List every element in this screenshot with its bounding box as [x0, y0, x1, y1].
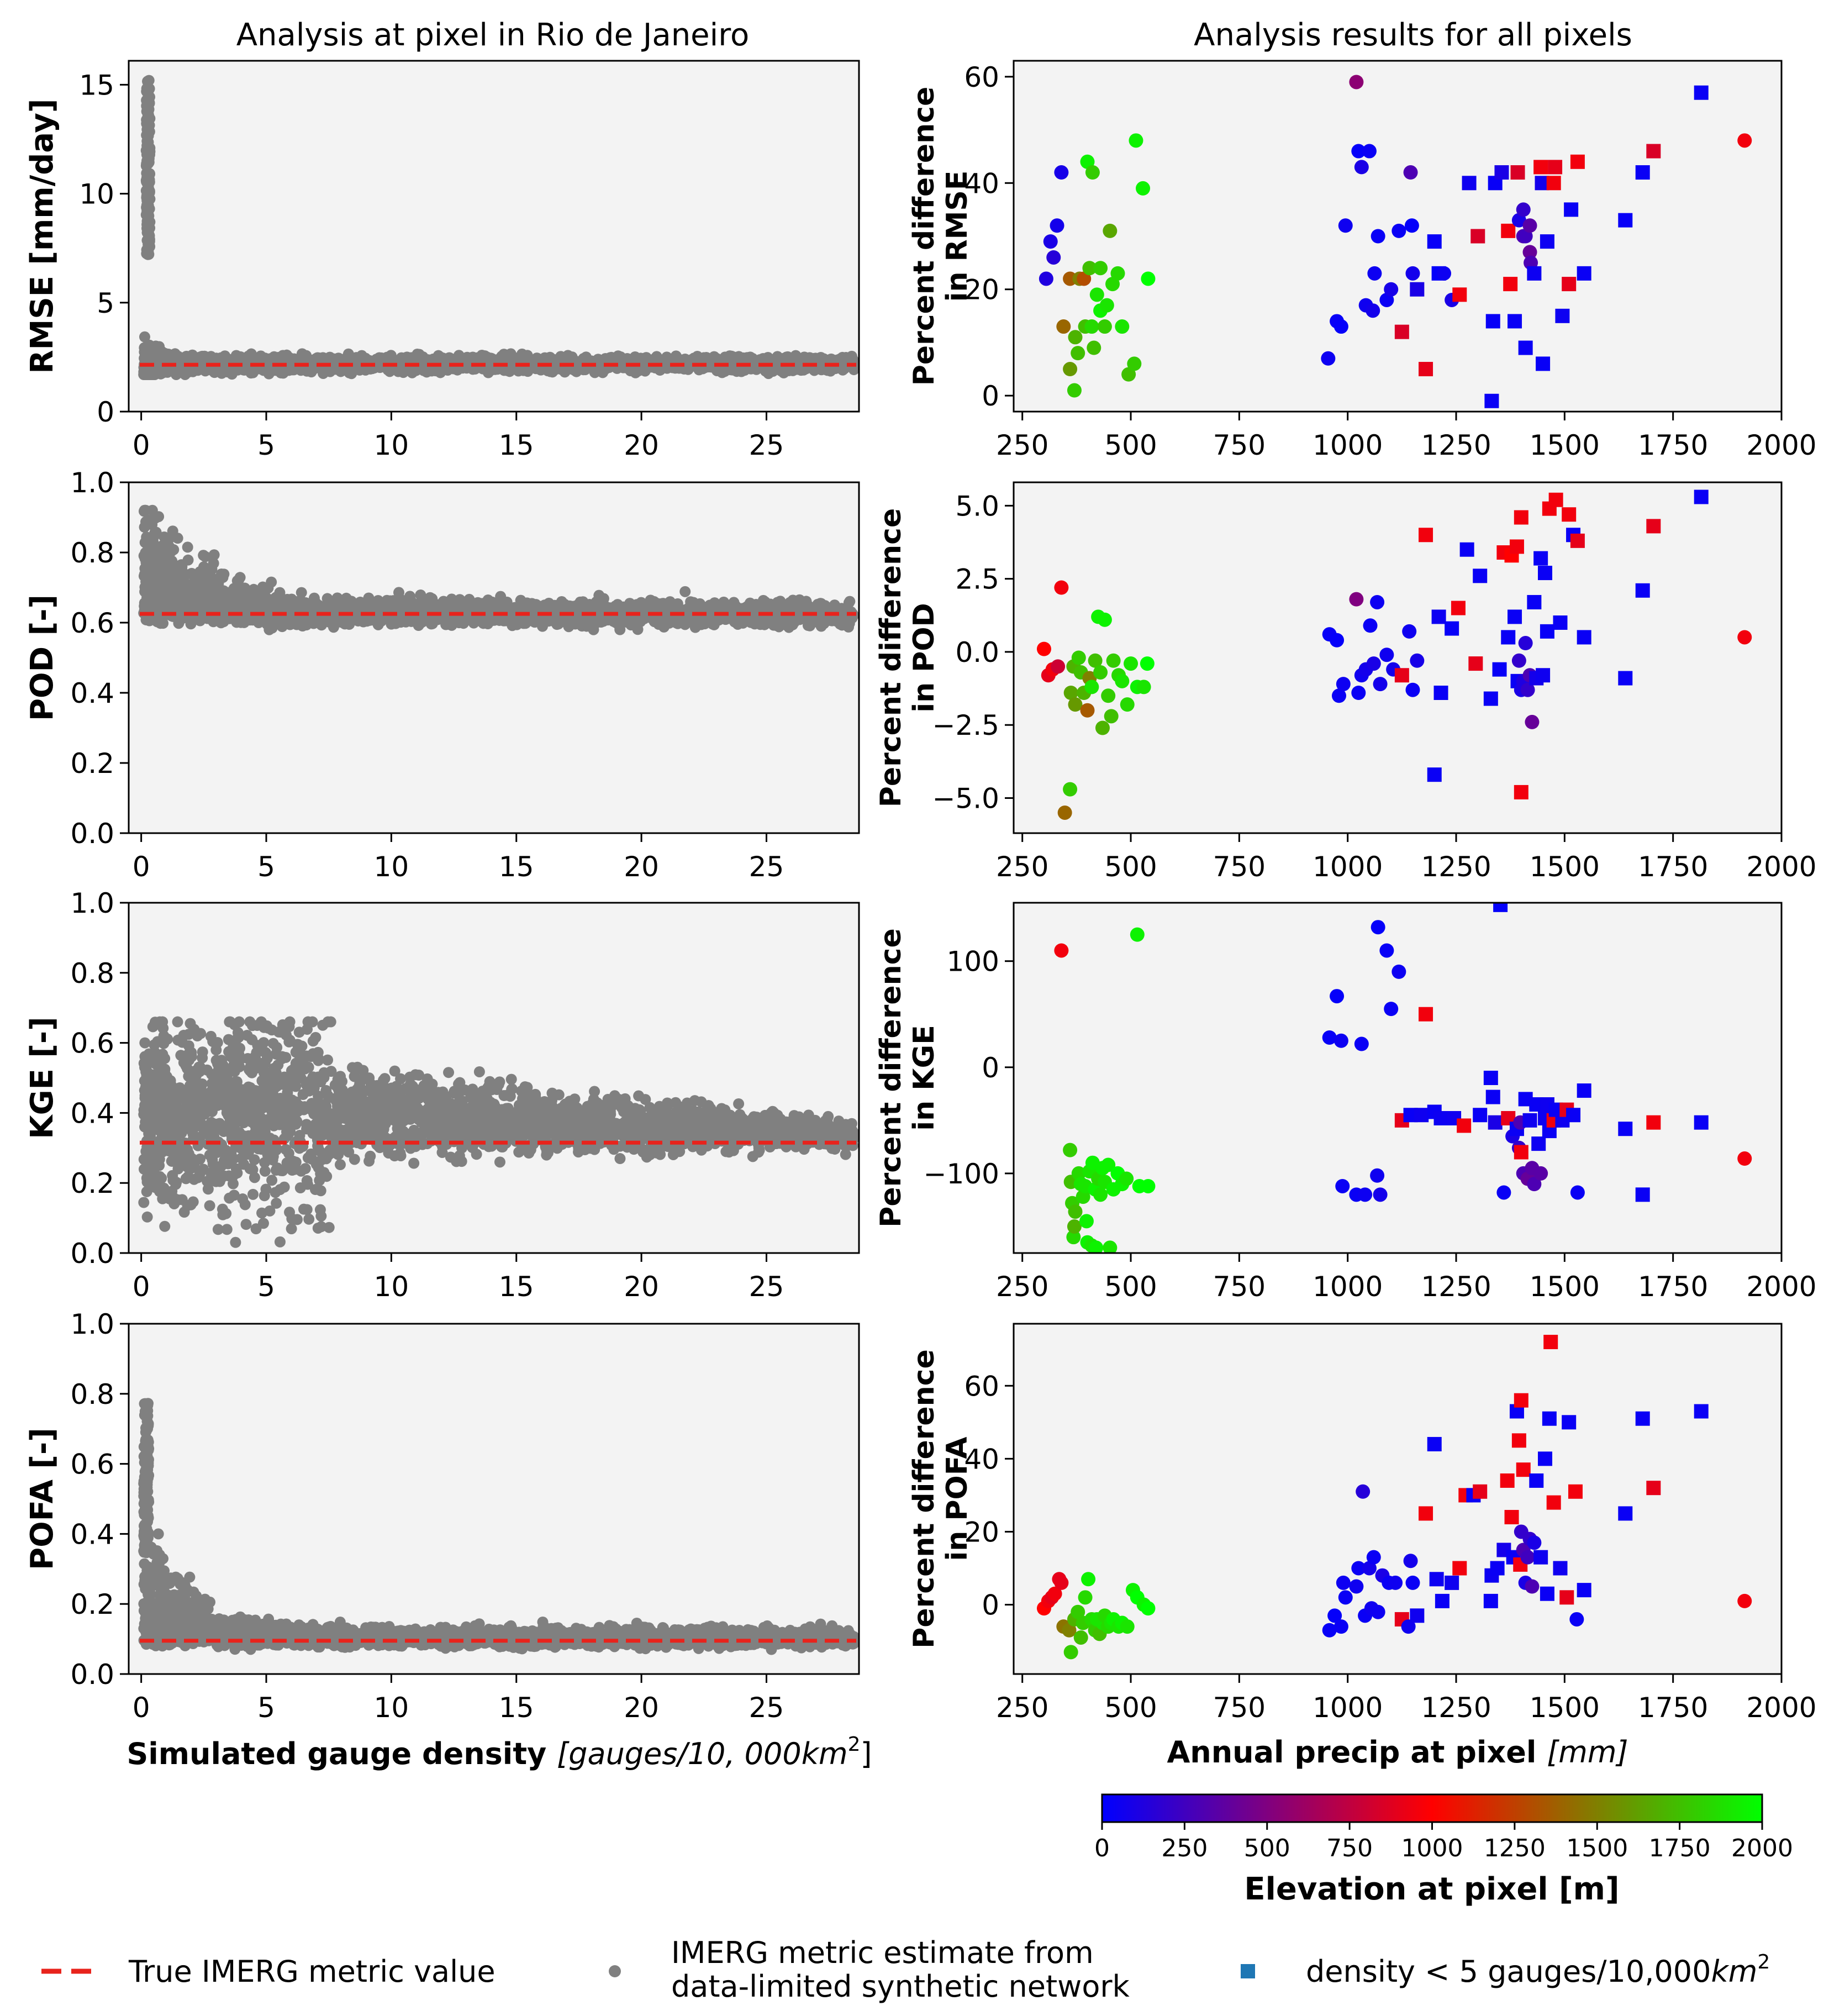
data-point: [143, 136, 154, 148]
data-point: [167, 525, 178, 537]
y-tick-label: 10: [79, 178, 114, 210]
data-point: [144, 149, 156, 161]
data-point: [396, 352, 407, 364]
y-tick-label: 15: [79, 69, 114, 101]
data-point: [300, 352, 312, 364]
y-axis-label: RMSE [mm/day]: [24, 99, 60, 374]
x-tick-label: 10: [374, 429, 409, 461]
right-column-title: Analysis results for all pixels: [1194, 17, 1632, 53]
data-point: [141, 183, 153, 195]
x-tick-label: 20: [624, 429, 659, 461]
data-point: [757, 353, 769, 365]
left-column-title: Analysis at pixel in Rio de Janeiro: [236, 17, 750, 53]
panel-rmse-density: 0 5 10 15 20 25 0 5 10 15 RMSE [mm/day]: [24, 60, 860, 461]
data-point: [335, 366, 346, 377]
data-point: [151, 366, 162, 378]
data-point: [162, 352, 174, 364]
data-point: [146, 343, 157, 355]
data-point: [393, 587, 404, 598]
data-point: [141, 167, 152, 179]
data-point: [170, 366, 181, 378]
x-tick-label: 15: [499, 429, 534, 461]
data-point: [262, 582, 274, 594]
data-point: [139, 331, 150, 343]
data-point: [141, 248, 152, 260]
data-point: [144, 83, 155, 94]
y-tick-label: 0: [97, 396, 114, 428]
data-point: [138, 506, 150, 517]
panels: 0 5 10 15 20 25 0 5 10 15 RMSE [mm/day] 0 5 10 15 20 250…: [24, 60, 1817, 1771]
data-point: [143, 109, 154, 121]
data-point: [651, 351, 662, 362]
x-tick-label: 5: [257, 429, 275, 461]
data-point: [516, 600, 528, 612]
data-point: [215, 568, 227, 580]
data-point: [632, 624, 644, 635]
data-point: [385, 350, 397, 361]
data-point: [141, 227, 153, 239]
y-tick-label: 5: [97, 287, 114, 319]
x-tick-label: 0: [133, 429, 150, 461]
plot-area: [129, 482, 859, 833]
x-tick-label: 25: [749, 429, 784, 461]
